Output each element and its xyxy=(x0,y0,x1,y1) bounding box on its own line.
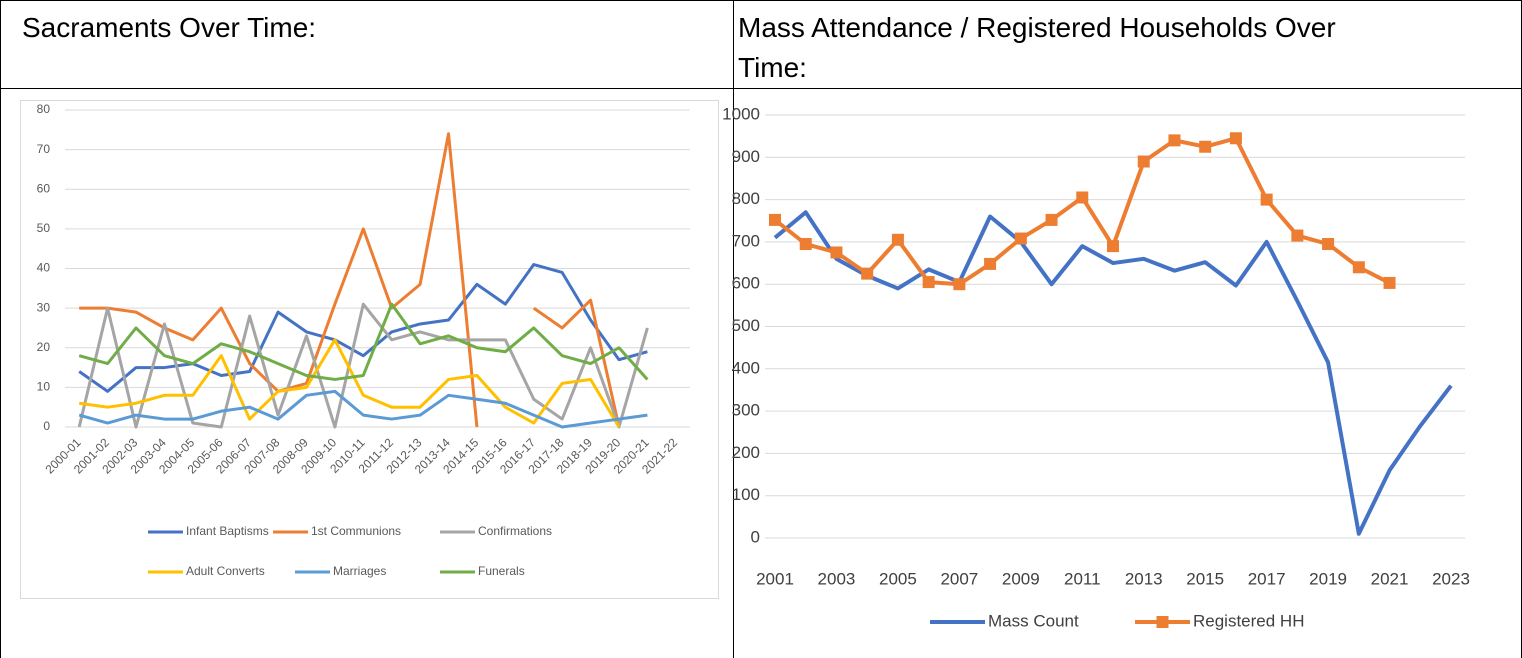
y-tick-label: 200 xyxy=(732,443,760,462)
y-tick-label: 400 xyxy=(732,358,760,377)
x-tick-label: 2011 xyxy=(1064,569,1101,588)
x-tick-label: 2013 xyxy=(1125,569,1163,588)
y-tick-label: 0 xyxy=(43,419,50,433)
marker xyxy=(1260,193,1273,206)
header-cell: Mass Attendance / Registered Households … xyxy=(738,12,1336,83)
y-tick-label: 10 xyxy=(37,380,51,394)
series-line xyxy=(78,302,649,381)
marker xyxy=(1322,238,1335,251)
series-line xyxy=(78,338,621,428)
series-line xyxy=(773,210,1453,536)
marker xyxy=(1045,213,1058,226)
y-tick-label: 80 xyxy=(37,102,51,116)
x-tick-label: 2005 xyxy=(879,569,917,588)
marker xyxy=(830,246,843,259)
legend-label: Marriages xyxy=(333,564,386,578)
legend-label: 1st Communions xyxy=(311,524,401,538)
legend-label: Confirmations xyxy=(478,524,552,538)
y-tick-label: 60 xyxy=(37,181,51,195)
series-line xyxy=(78,263,648,393)
x-tick-label: 2003 xyxy=(818,569,856,588)
legend-label: Funerals xyxy=(478,564,525,578)
marker xyxy=(1352,261,1365,274)
y-tick-label: 40 xyxy=(37,261,51,275)
y-tick-label: 700 xyxy=(732,231,760,250)
y-tick-label: 300 xyxy=(732,401,760,420)
series-line xyxy=(773,136,1391,287)
marker xyxy=(1383,276,1396,289)
marker xyxy=(1291,229,1304,242)
marker xyxy=(1076,191,1089,204)
y-tick-label: 500 xyxy=(732,316,760,335)
y-tick-label: 50 xyxy=(37,221,51,235)
x-tick-label: 2009 xyxy=(1002,569,1040,588)
y-tick-label: 20 xyxy=(37,340,51,354)
x-tick-label: 2019 xyxy=(1309,569,1347,588)
marker xyxy=(1107,240,1119,253)
marker xyxy=(1199,140,1212,153)
x-tick-label: 2023 xyxy=(1432,569,1470,588)
y-tick-label: 800 xyxy=(732,189,760,208)
x-tick-label: 2021 xyxy=(1371,569,1409,588)
marker xyxy=(799,238,812,251)
marker xyxy=(1229,132,1242,145)
legend-label: Infant Baptisms xyxy=(186,524,269,538)
legend-marker xyxy=(1156,616,1169,628)
marker xyxy=(1168,134,1181,147)
x-tick-label: 2001 xyxy=(756,569,794,588)
legend-label: Registered HH xyxy=(1193,611,1305,630)
marker xyxy=(953,278,966,291)
x-tick-label: 2017 xyxy=(1248,569,1286,588)
y-tick-label: 30 xyxy=(37,300,51,314)
legend-label: Adult Converts xyxy=(186,564,265,578)
marker xyxy=(922,276,935,289)
series-line xyxy=(78,389,648,429)
marker xyxy=(1137,155,1150,168)
marker xyxy=(1014,232,1027,245)
marker xyxy=(861,267,874,280)
x-tick-label: 2015 xyxy=(1186,569,1224,588)
x-tick-label: 2007 xyxy=(940,569,978,588)
header-cell: Sacraments Over Time: xyxy=(22,12,317,43)
y-tick-label: 1000 xyxy=(722,104,760,123)
y-tick-label: 0 xyxy=(751,527,760,546)
legend-label: Mass Count xyxy=(988,611,1079,630)
y-tick-label: 100 xyxy=(732,485,760,504)
y-tick-label: 70 xyxy=(37,142,51,156)
y-tick-label: 900 xyxy=(732,147,760,166)
marker xyxy=(769,213,781,226)
marker xyxy=(891,233,904,246)
marker xyxy=(984,257,997,270)
y-tick-label: 600 xyxy=(732,274,760,293)
